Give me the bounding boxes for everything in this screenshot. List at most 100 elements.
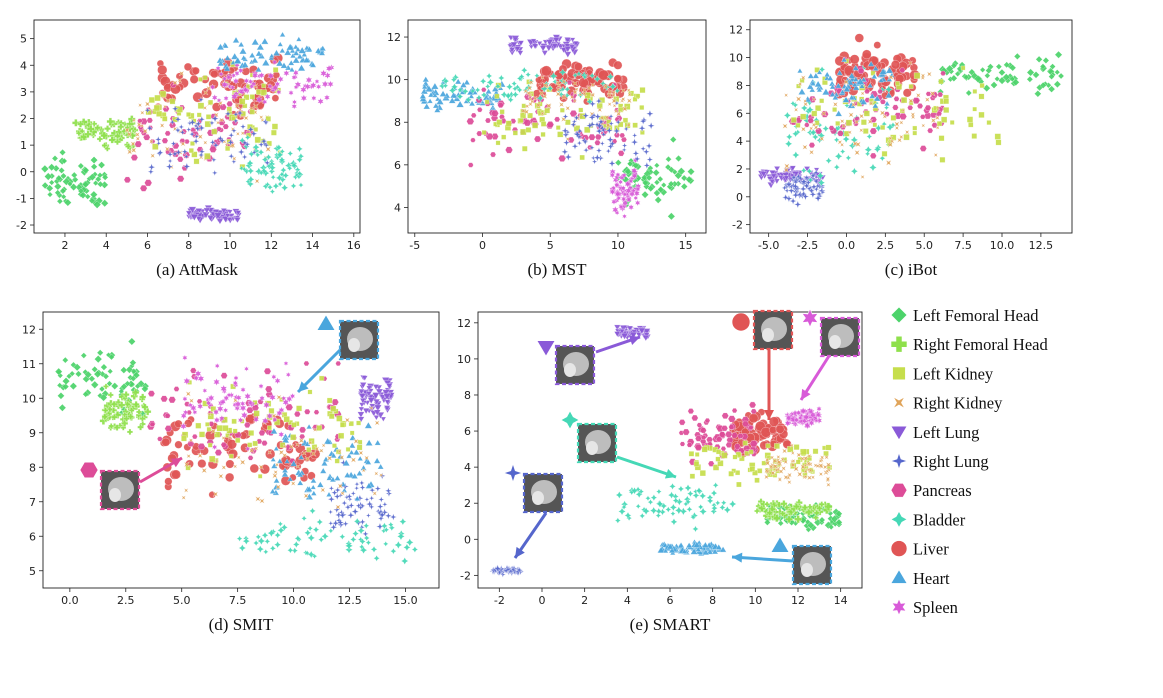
data-point-right-kidney bbox=[164, 146, 171, 152]
data-point-right-kidney bbox=[314, 446, 320, 452]
data-point-right-femoral-head bbox=[127, 413, 134, 420]
data-point-bladder bbox=[520, 66, 528, 74]
data-point-spleen bbox=[271, 58, 278, 66]
data-point-left-kidney bbox=[521, 103, 527, 109]
data-point-pancreas bbox=[869, 116, 878, 123]
data-point-left-femoral-head bbox=[93, 200, 102, 209]
data-point-right-kidney bbox=[139, 123, 145, 129]
data-point-heart bbox=[867, 82, 874, 88]
data-point-heart bbox=[287, 59, 295, 66]
data-point-right-kidney bbox=[253, 445, 259, 452]
data-point-left-kidney bbox=[584, 126, 591, 133]
data-point-right-kidney bbox=[183, 461, 190, 468]
data-point-right-kidney bbox=[935, 125, 940, 130]
data-point-left-femoral-head bbox=[985, 67, 993, 74]
data-point-bladder bbox=[818, 66, 826, 73]
data-point-bladder bbox=[290, 182, 297, 190]
data-point-left-lung bbox=[373, 404, 382, 412]
x-tick-label: 5.0 bbox=[173, 594, 191, 607]
data-point-pancreas bbox=[168, 396, 176, 404]
data-point-right-femoral-head bbox=[131, 388, 140, 397]
data-point-pancreas bbox=[209, 145, 217, 153]
data-point-right-kidney bbox=[930, 117, 937, 124]
data-point-right-kidney bbox=[358, 450, 364, 456]
data-point-liver bbox=[197, 459, 207, 469]
data-point-heart bbox=[296, 53, 304, 59]
data-point-bladder bbox=[719, 504, 726, 511]
data-point-right-kidney bbox=[818, 458, 823, 464]
data-point-spleen bbox=[223, 94, 229, 102]
data-point-left-lung bbox=[382, 393, 392, 401]
data-point-right-kidney bbox=[321, 443, 326, 448]
data-point-bladder bbox=[246, 175, 255, 184]
data-point-heart bbox=[316, 481, 324, 488]
data-point-right-kidney bbox=[810, 474, 816, 480]
data-point-right-lung bbox=[259, 137, 268, 146]
data-point-left-kidney bbox=[481, 130, 487, 135]
data-point-pancreas bbox=[157, 436, 163, 442]
data-point-right-kidney bbox=[180, 141, 186, 147]
data-point-right-lung bbox=[236, 109, 244, 117]
data-point-bladder bbox=[635, 503, 642, 510]
data-point-right-femoral-head bbox=[110, 400, 118, 408]
data-point-right-kidney bbox=[545, 102, 552, 109]
data-point-left-lung bbox=[564, 37, 572, 44]
data-point-right-kidney bbox=[203, 89, 209, 96]
data-point-left-femoral-head bbox=[71, 176, 79, 184]
data-point-left-kidney bbox=[793, 444, 800, 451]
data-point-left-kidney bbox=[242, 103, 248, 109]
data-point-right-lung bbox=[332, 505, 341, 514]
data-point-left-kidney bbox=[306, 447, 312, 453]
data-point-left-femoral-head bbox=[1009, 64, 1017, 72]
data-point-left-lung bbox=[551, 43, 559, 50]
data-point-left-femoral-head bbox=[106, 380, 113, 387]
data-point-right-lung bbox=[368, 494, 375, 502]
data-point-left-lung bbox=[517, 50, 524, 57]
data-point-heart bbox=[872, 102, 879, 109]
legend-marker-left-kidney bbox=[892, 366, 906, 381]
arrow-bladder bbox=[616, 455, 677, 479]
data-point-bladder bbox=[296, 156, 304, 164]
data-point-heart bbox=[463, 79, 471, 85]
data-point-bladder bbox=[533, 72, 540, 79]
data-point-left-femoral-head bbox=[1054, 50, 1063, 59]
data-point-left-femoral-head bbox=[830, 515, 839, 523]
data-point-bladder bbox=[363, 534, 370, 542]
data-point-right-lung bbox=[562, 138, 571, 147]
data-point-right-kidney bbox=[149, 153, 156, 159]
data-point-right-femoral-head bbox=[87, 125, 95, 133]
data-point-bladder bbox=[689, 513, 697, 521]
callout-annotations bbox=[79, 308, 861, 586]
data-point-left-lung bbox=[235, 210, 242, 216]
data-point-right-lung bbox=[593, 153, 602, 162]
y-tick-label: 6 bbox=[29, 530, 36, 543]
data-point-right-kidney bbox=[239, 459, 246, 466]
data-point-left-femoral-head bbox=[805, 526, 812, 533]
data-point-bladder bbox=[295, 173, 303, 180]
data-point-right-kidney bbox=[307, 440, 313, 446]
data-point-bladder bbox=[276, 151, 284, 159]
data-point-spleen bbox=[211, 93, 218, 102]
data-point-left-kidney bbox=[190, 141, 195, 146]
data-point-bladder bbox=[842, 135, 851, 144]
legend-marker-right-kidney bbox=[892, 396, 906, 410]
data-point-pancreas bbox=[130, 154, 139, 161]
data-point-left-femoral-head bbox=[58, 403, 67, 412]
data-point-left-lung bbox=[373, 398, 381, 405]
data-point-bladder bbox=[258, 169, 265, 176]
y-tick-label: 4 bbox=[20, 59, 27, 72]
data-point-right-lung bbox=[232, 117, 240, 125]
data-point-bladder bbox=[469, 87, 476, 95]
data-point-spleen bbox=[319, 69, 328, 78]
data-point-bladder bbox=[238, 136, 246, 145]
data-point-left-lung bbox=[568, 44, 576, 50]
x-tick-label: 2.5 bbox=[117, 594, 135, 607]
data-point-left-femoral-head bbox=[127, 337, 136, 346]
data-point-pancreas bbox=[687, 408, 695, 414]
data-point-bladder bbox=[241, 166, 248, 173]
data-point-right-lung bbox=[177, 123, 185, 131]
data-point-liver bbox=[769, 416, 780, 427]
data-point-heart bbox=[281, 470, 289, 477]
data-point-pancreas bbox=[470, 137, 476, 143]
data-point-heart bbox=[852, 64, 860, 71]
